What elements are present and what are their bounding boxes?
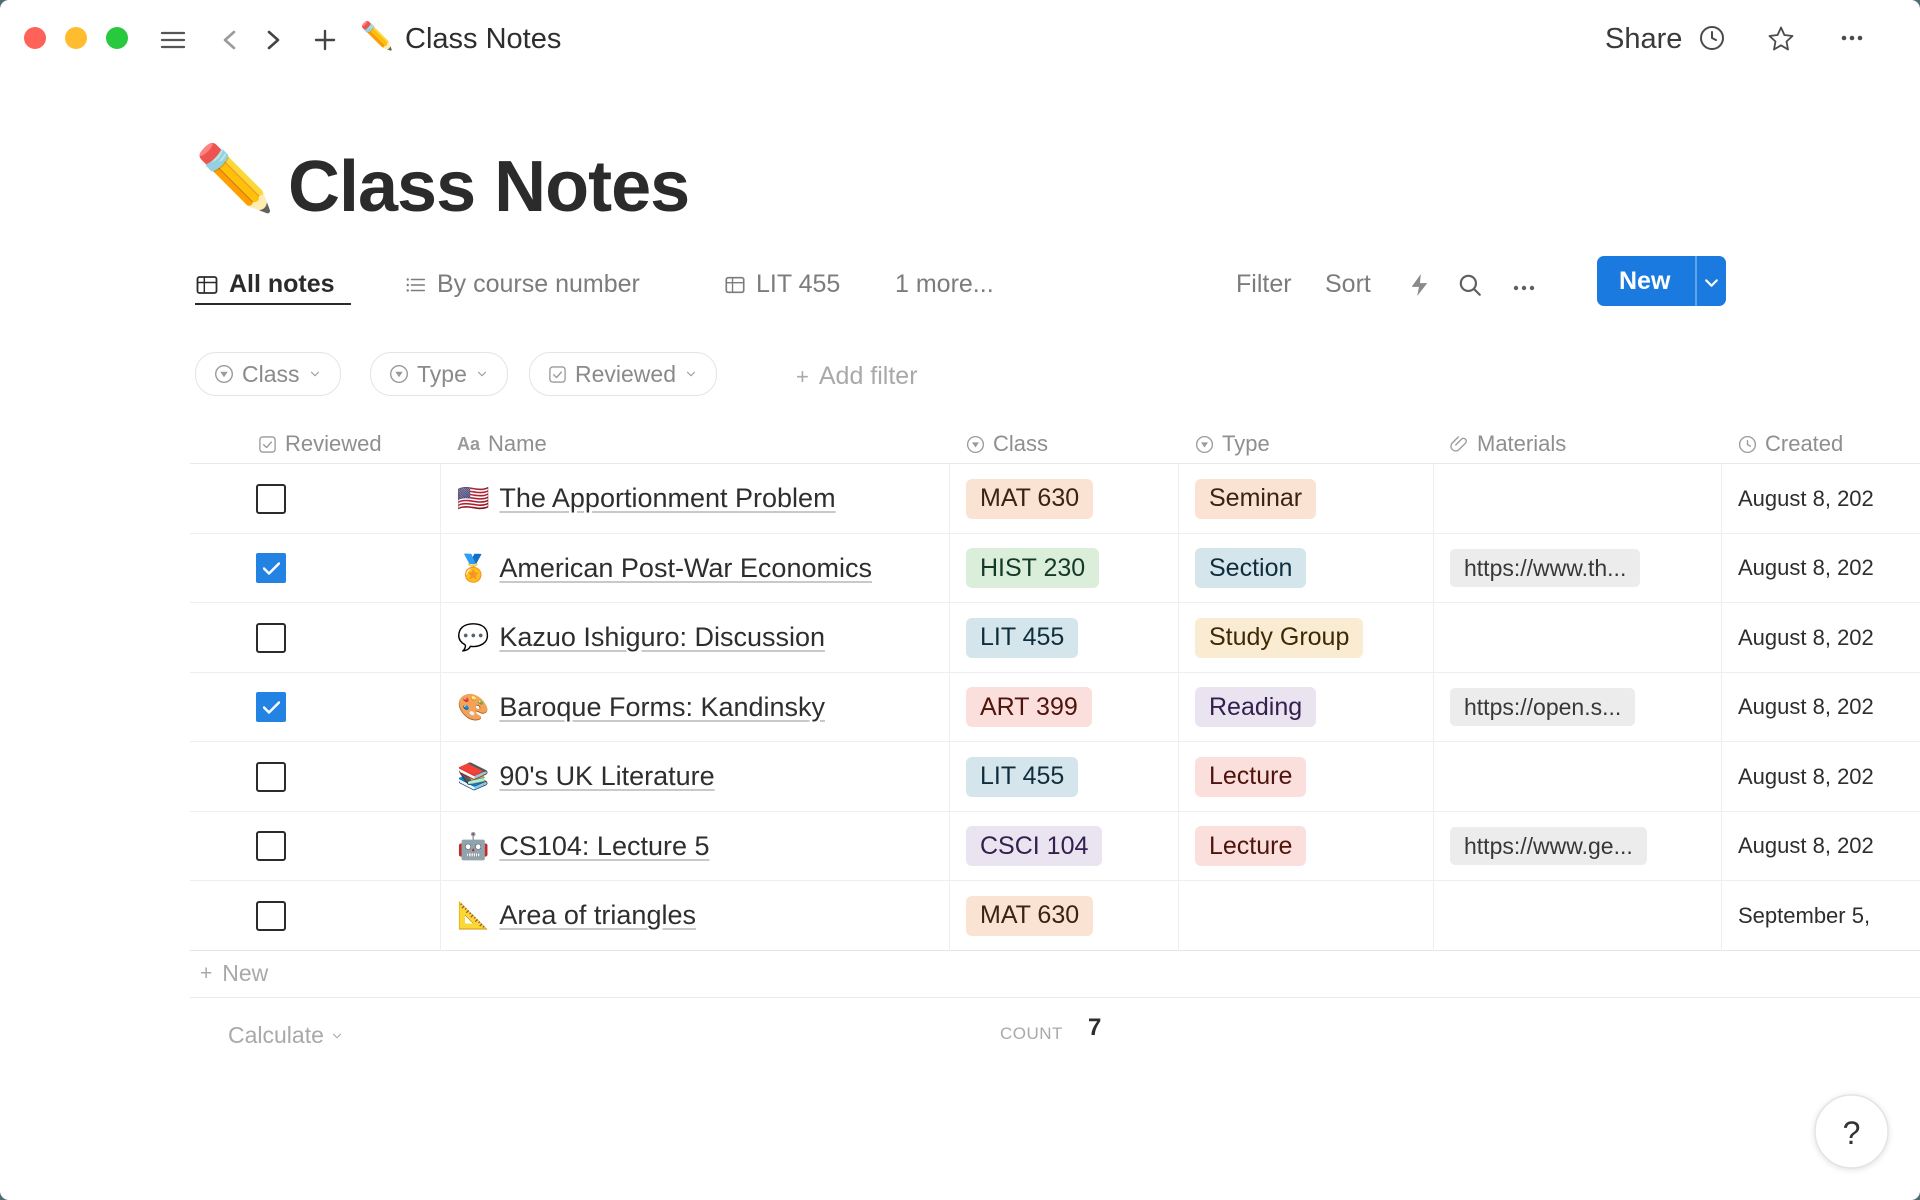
svg-text:?: ? (1843, 1115, 1861, 1151)
